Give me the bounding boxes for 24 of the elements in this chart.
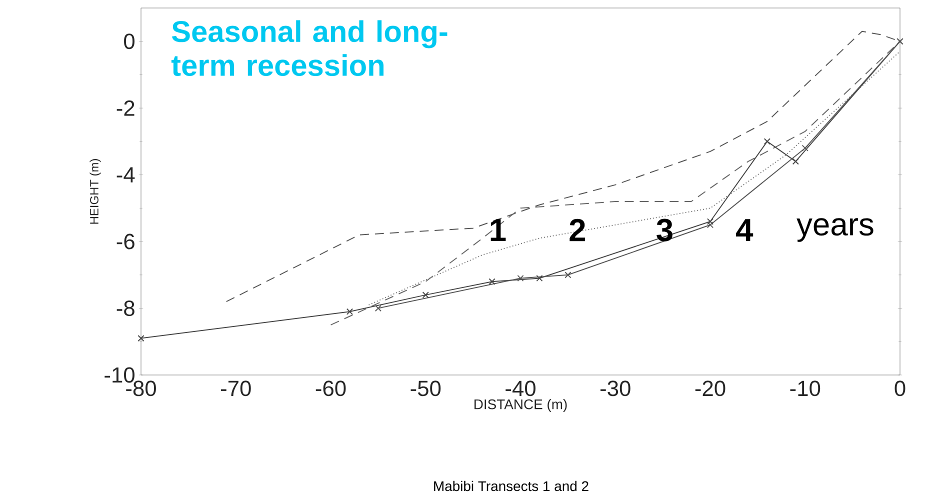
x-tick-label: -30 xyxy=(600,380,630,396)
y-tick-label: -6 xyxy=(116,234,134,250)
y-tick-label: 0 xyxy=(124,34,134,50)
y-tick-label: -4 xyxy=(116,167,135,182)
x-tick-label: -20 xyxy=(695,380,726,396)
annotation: 3 xyxy=(656,218,672,242)
annotation: 2 xyxy=(570,218,586,242)
annotation: 1 xyxy=(490,219,506,241)
annotation: 4 xyxy=(736,219,754,241)
x-tick-label: -70 xyxy=(221,380,251,396)
x-tick-label: -60 xyxy=(316,380,346,396)
x-tick-label: -40 xyxy=(506,380,536,396)
x-axis-title: DISTANCE (m) xyxy=(474,399,567,412)
y-tick-label: -8 xyxy=(116,300,134,316)
y-tick-label: -10 xyxy=(104,367,134,383)
x-tick-label: -50 xyxy=(410,380,441,396)
text: Mabibi Transects 1 and 2 xyxy=(434,480,588,492)
x-tick-label: -10 xyxy=(790,380,820,396)
annotation: years xyxy=(796,218,874,242)
y-axis-title: HEIGHT (m) xyxy=(90,159,101,224)
y-tick-label: -2 xyxy=(116,100,134,116)
x-tick-label: 0 xyxy=(894,380,906,396)
text: Seasonal and long-term recession xyxy=(171,20,448,76)
x-tick-label: -80 xyxy=(126,380,156,396)
